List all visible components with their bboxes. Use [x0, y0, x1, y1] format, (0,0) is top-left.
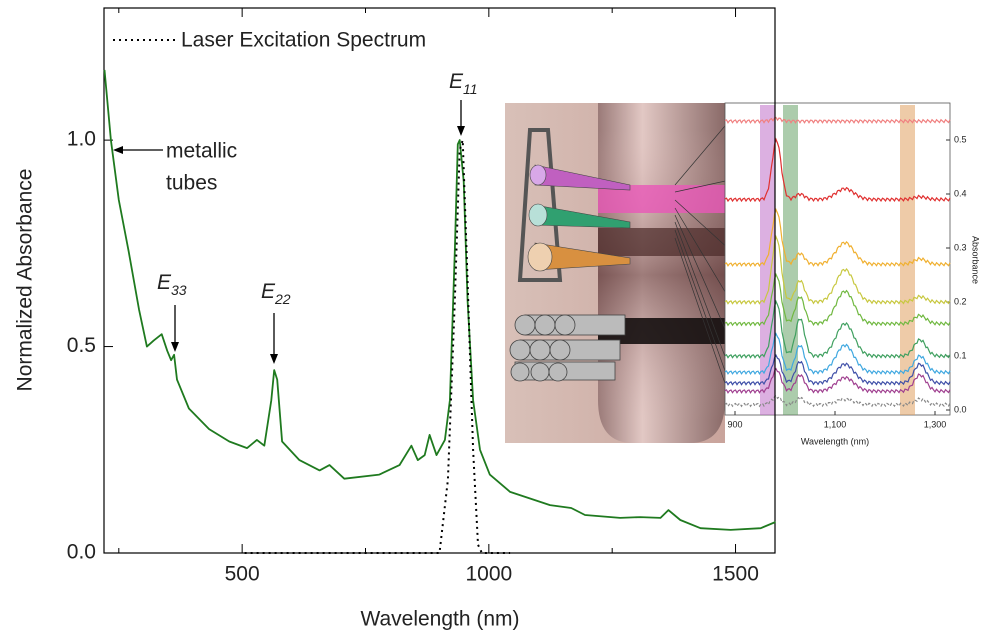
annotation-sub: 11 — [463, 81, 478, 97]
annotation-arrowhead — [171, 342, 179, 352]
annotation-arrowhead — [113, 146, 123, 154]
annotation: E33 — [157, 271, 187, 298]
annotation: metallic — [166, 140, 237, 163]
inset-y-tick-label: 0.5 — [954, 134, 967, 144]
inset-chart: Wavelength (nm) Absorbance 900 1,100 1,300… — [724, 102, 981, 446]
inset-y-tick-label: 0.3 — [954, 242, 967, 252]
inset-curve — [724, 353, 951, 386]
y-axis-label: Normalized Absorbance — [14, 169, 37, 392]
annotation-arrowhead — [270, 354, 278, 364]
x-axis-label: Wavelength (nm) — [360, 608, 519, 631]
x-tick-label: 1000 — [465, 563, 512, 586]
inset-y-label: Absorbance — [971, 236, 981, 284]
inset-curve — [724, 367, 951, 394]
annotation-main: E — [261, 280, 276, 303]
inset-curve — [724, 299, 951, 359]
y-tick-label: 1.0 — [67, 128, 96, 151]
inset-y-tick-label: 0.0 — [954, 404, 967, 414]
inset-curve — [724, 116, 951, 124]
inset-x-tick-label: 1,100 — [824, 419, 847, 429]
inset-y-tick-label: 0.4 — [954, 188, 967, 198]
inset-curve — [724, 272, 951, 327]
inset-y-tick-label: 0.2 — [954, 296, 967, 306]
y-tick-label: 0.0 — [67, 541, 96, 564]
x-tick-label: 1500 — [712, 563, 759, 586]
inset-curve — [724, 207, 951, 267]
annotation-main: E — [157, 271, 172, 294]
inset-x-label: Wavelength (nm) — [801, 436, 869, 446]
inset-x-tick-label: 1,300 — [924, 419, 947, 429]
annotation-sub: 33 — [171, 282, 187, 298]
inset-y-tick-label: 0.1 — [954, 350, 967, 360]
plot-frame — [103, 7, 776, 554]
inset-curve — [724, 234, 951, 305]
annotation: tubes — [166, 172, 217, 195]
annotation: E22 — [261, 280, 291, 307]
legend-label: Laser Excitation Spectrum — [181, 29, 426, 52]
series-line — [103, 69, 776, 531]
inset-curve — [724, 137, 951, 203]
x-tick-label: 500 — [225, 563, 260, 586]
inset-curve — [724, 394, 951, 408]
inset-x-tick-label: 900 — [727, 419, 742, 429]
y-tick-label: 0.5 — [67, 334, 96, 357]
annotation: E11 — [449, 70, 478, 97]
inset-photo — [505, 103, 731, 443]
annotation-main: E — [449, 70, 464, 93]
inset-curve — [724, 332, 951, 375]
annotation-arrowhead — [457, 126, 465, 136]
annotation-sub: 22 — [274, 291, 291, 307]
